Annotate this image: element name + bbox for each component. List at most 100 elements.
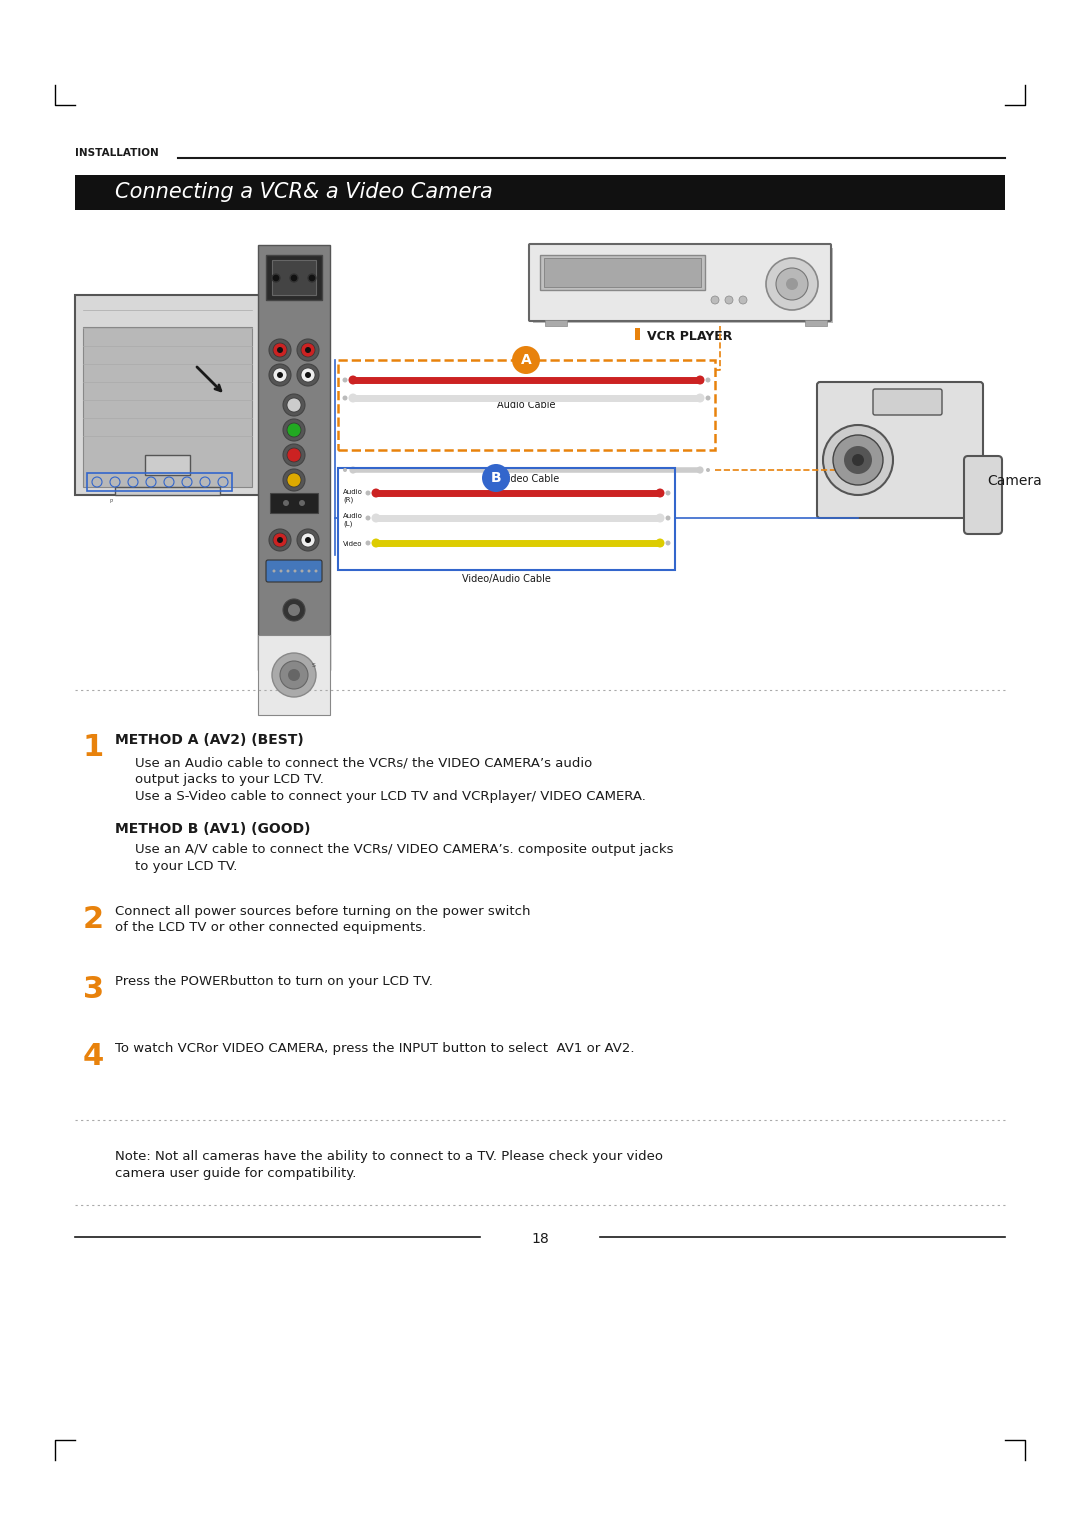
Circle shape [288,669,300,681]
Circle shape [305,538,311,544]
Text: Use a S-Video cable to connect your LCD TV and VCRplayer/ VIDEO CAMERA.: Use a S-Video cable to connect your LCD … [135,789,646,803]
Text: Use an A/V cable to connect the VCRs/ VIDEO CAMERA’s. composite output jacks: Use an A/V cable to connect the VCRs/ VI… [135,843,674,857]
Text: Connecting a VCR& a Video Camera: Connecting a VCR& a Video Camera [114,183,492,203]
Bar [544,258,701,287]
Circle shape [766,258,818,310]
Circle shape [308,273,316,282]
Circle shape [308,570,311,573]
Circle shape [280,570,283,573]
Circle shape [283,444,305,466]
Circle shape [272,570,275,573]
Circle shape [305,373,311,379]
Bar [635,328,640,341]
Circle shape [705,395,711,400]
Circle shape [833,435,883,486]
Circle shape [297,339,319,360]
Circle shape [656,513,664,522]
Circle shape [706,467,710,472]
Text: B: B [490,470,501,486]
Text: of the LCD TV or other connected equipments.: of the LCD TV or other connected equipme… [114,921,427,935]
Circle shape [269,339,291,360]
Text: METHOD B (AV1) (GOOD): METHOD B (AV1) (GOOD) [114,822,311,835]
Text: to your LCD TV.: to your LCD TV. [135,860,238,873]
Circle shape [372,513,380,522]
Bar [258,635,330,715]
Circle shape [843,446,872,473]
Text: Audio
(R): Audio (R) [343,489,363,502]
Circle shape [299,499,305,505]
Circle shape [372,539,380,548]
Circle shape [272,273,280,282]
Bar [266,255,322,299]
Bar [696,176,1005,211]
FancyBboxPatch shape [964,457,1002,534]
Circle shape [286,570,289,573]
Circle shape [705,377,711,382]
Circle shape [297,528,319,551]
Circle shape [305,347,311,353]
FancyBboxPatch shape [816,382,983,518]
Text: S Video Cable: S Video Cable [492,473,559,484]
Text: P: P [110,499,113,504]
Circle shape [349,376,357,385]
Circle shape [342,395,348,400]
Circle shape [287,473,301,487]
Text: 2: 2 [83,906,104,935]
Circle shape [301,344,315,357]
Bar [75,176,696,211]
Circle shape [365,490,370,495]
Text: camera user guide for compatibility.: camera user guide for compatibility. [114,1167,356,1180]
Circle shape [365,541,370,545]
Circle shape [786,278,798,290]
Text: Press the POWERbutton to turn on your LCD TV.: Press the POWERbutton to turn on your LC… [114,976,433,988]
Bar [272,260,316,295]
Bar [145,455,190,475]
Circle shape [301,533,315,547]
Circle shape [512,347,540,374]
Text: Video: Video [343,541,363,547]
FancyBboxPatch shape [266,560,322,582]
Text: Video/Audio Cable: Video/Audio Cable [461,574,551,583]
Circle shape [696,376,704,385]
Text: 18: 18 [531,1232,549,1246]
Bar [258,244,330,670]
Text: Camera: Camera [987,473,1042,489]
Text: Use an Audio cable to connect the VCRs/ the VIDEO CAMERA’s audio: Use an Audio cable to connect the VCRs/ … [135,756,592,770]
Circle shape [269,363,291,386]
Circle shape [656,539,664,548]
Bar [75,295,260,495]
FancyBboxPatch shape [529,244,831,321]
Text: 1: 1 [83,733,105,762]
Circle shape [283,469,305,492]
Circle shape [287,423,301,437]
Text: Connect all power sources before turning on the power switch: Connect all power sources before turning… [114,906,530,918]
Circle shape [665,516,671,521]
Circle shape [777,269,808,299]
Circle shape [343,467,347,472]
Circle shape [301,368,315,382]
Circle shape [823,425,893,495]
Circle shape [365,516,370,521]
Circle shape [269,528,291,551]
Circle shape [314,570,318,573]
Circle shape [342,377,348,382]
Text: output jacks to your LCD TV.: output jacks to your LCD TV. [135,773,324,786]
Bar [114,487,220,495]
Circle shape [696,394,704,403]
Circle shape [349,394,357,403]
Text: A: A [521,353,531,366]
Circle shape [291,273,298,282]
Bar [545,321,567,325]
Circle shape [283,499,289,505]
Text: 4: 4 [83,1041,105,1070]
Bar [338,360,715,450]
Circle shape [665,541,671,545]
Circle shape [350,466,356,473]
Circle shape [665,490,671,495]
Circle shape [711,296,719,304]
Circle shape [283,394,305,415]
Text: Audio Cable: Audio Cable [497,400,555,411]
Text: 3: 3 [83,976,104,1003]
Circle shape [656,489,664,498]
Circle shape [294,570,297,573]
